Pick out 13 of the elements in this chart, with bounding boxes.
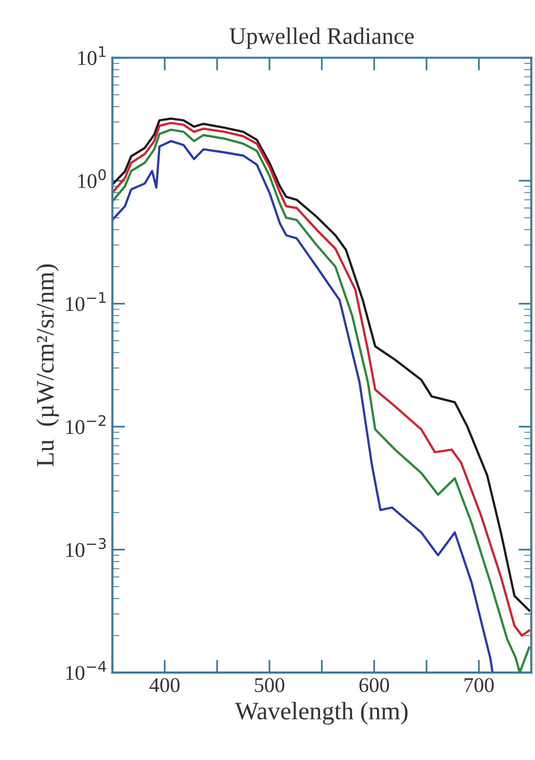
- x-tick-label: 500: [255, 678, 284, 692]
- x-tick-label: 600: [359, 678, 389, 692]
- x-axis-title: Wavelength (nm): [235, 702, 408, 725]
- y-tick-label: 10$^{−3}$: [66, 538, 106, 558]
- x-tick-label: 700: [464, 678, 494, 692]
- y-axis-title: Lu (µW/cm²/sr/nm): [36, 264, 59, 466]
- y-tick-label: 10$^{−4}$: [66, 661, 106, 680]
- x-tick-label: 400: [149, 678, 180, 692]
- y-tick-label: 10$^{1}$: [78, 46, 106, 66]
- y-tick-label: 10$^{−2}$: [66, 415, 106, 434]
- chart-title: Upwelled Radiance: [230, 27, 414, 49]
- y-tick-label: 10$^{−1}$: [66, 292, 106, 312]
- y-tick-label: 10$^{0}$: [78, 169, 106, 188]
